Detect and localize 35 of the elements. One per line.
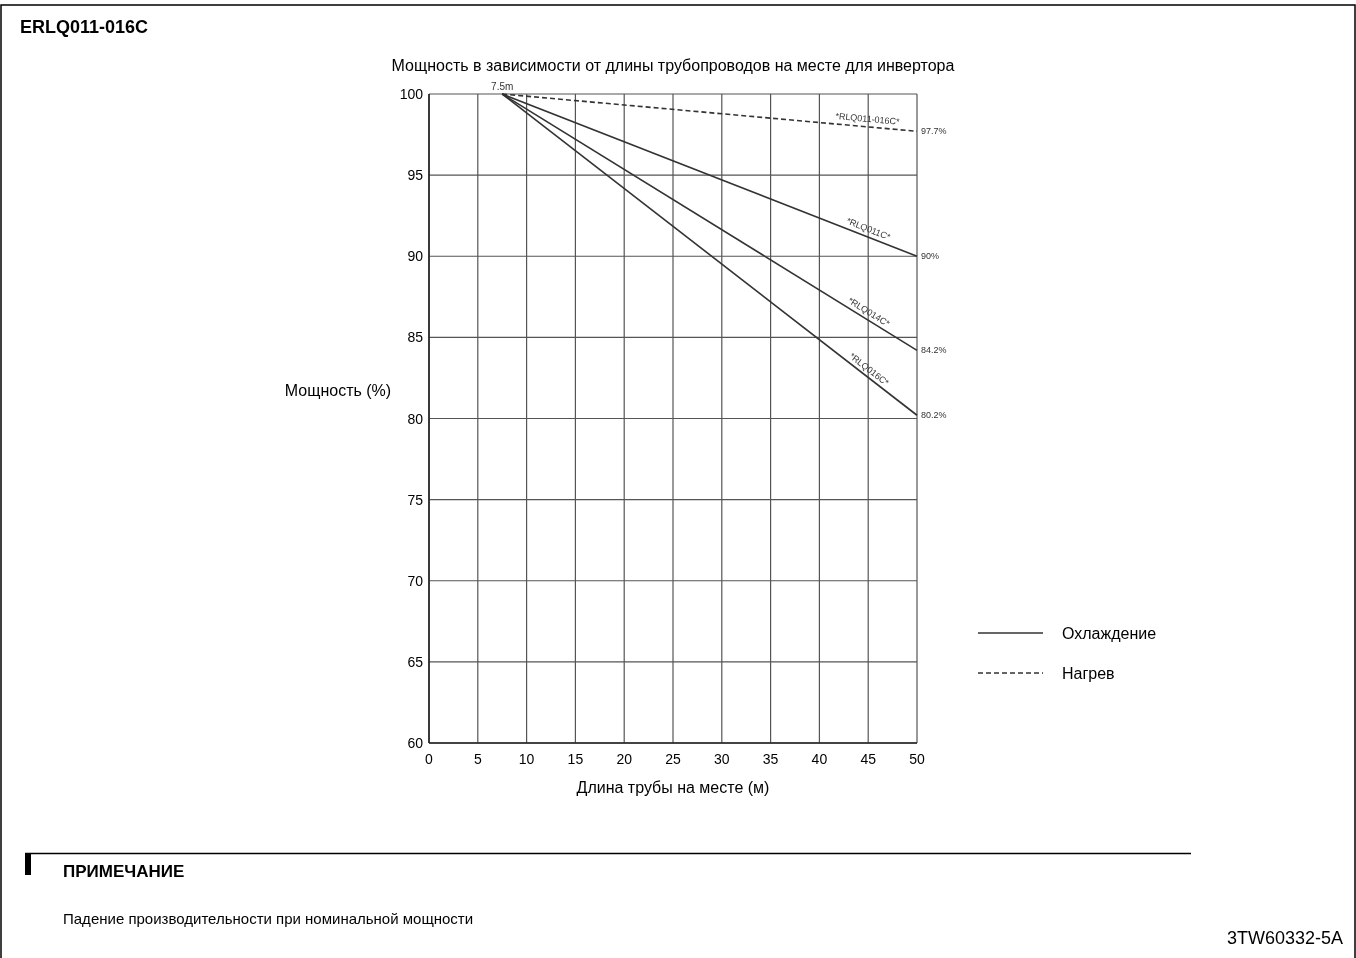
x-tick-label: 0 — [425, 751, 434, 767]
y-axis-title: Мощность (%) — [284, 382, 392, 399]
x-tick-label: 40 — [811, 751, 828, 767]
y-tick-label: 65 — [407, 653, 424, 670]
data-label: 97.7% — [921, 126, 947, 137]
x-tick-label: 30 — [714, 751, 730, 767]
x-tick-label: 5 — [473, 751, 482, 767]
y-tick-label: 80 — [407, 410, 424, 427]
x-tick-label: 10 — [518, 751, 535, 767]
annotation: 7.5m — [491, 81, 514, 92]
text: ПРИМЕЧАНИЕ — [63, 862, 185, 881]
y-tick-label: 75 — [407, 491, 424, 508]
y-tick-label: 85 — [407, 329, 424, 346]
y-tick-label: 95 — [407, 167, 424, 184]
data-label: 80.2% — [921, 410, 947, 421]
x-tick-label: 45 — [860, 751, 877, 767]
y-tick-label: 70 — [407, 572, 424, 589]
y-tick-label: 60 — [407, 735, 424, 751]
text: 3TW60332-5A — [1226, 928, 1343, 948]
x-tick-label: 25 — [665, 751, 681, 767]
chart-title: Мощность в зависимости от длины трубопроводов на месте для инвертора — [391, 57, 955, 74]
y-tick-label: 100 — [399, 86, 424, 102]
text: Падение производительности при номинальной мощности — [63, 910, 474, 927]
text: *RLQ011-016C* — [834, 110, 901, 127]
x-axis-title: Длина трубы на месте (м) — [576, 779, 770, 796]
text: Нагрев — [1062, 665, 1115, 682]
x-tick-label: 20 — [616, 751, 633, 767]
data-label: 84.2% — [921, 345, 947, 356]
text: Охлаждение — [1062, 625, 1157, 642]
x-tick-label: 35 — [762, 751, 779, 767]
data-label: 90% — [921, 251, 940, 262]
y-tick-label: 90 — [407, 248, 424, 265]
x-tick-label: 50 — [909, 751, 925, 767]
text: ERLQ011-016C — [20, 17, 149, 37]
x-tick-label: 15 — [567, 751, 584, 767]
